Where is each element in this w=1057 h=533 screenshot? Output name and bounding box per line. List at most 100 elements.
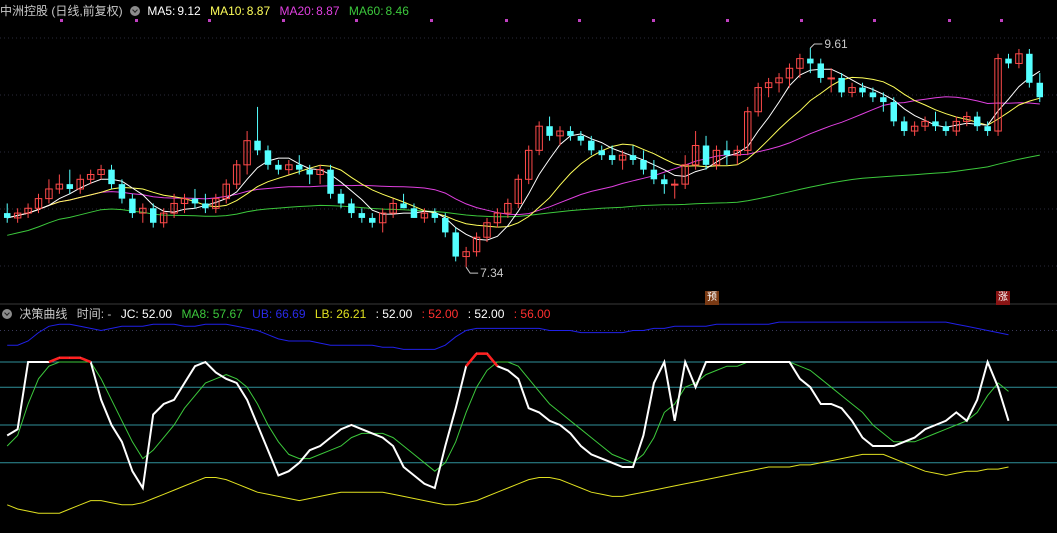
candle-body xyxy=(994,58,1002,132)
candle-body xyxy=(775,77,783,84)
candle-body xyxy=(483,222,491,238)
candle-body xyxy=(378,212,387,224)
top-marker xyxy=(208,19,211,22)
candle-body xyxy=(921,120,929,127)
value-2: : 52.00 xyxy=(421,307,459,321)
candle-body xyxy=(420,212,429,219)
ma10-line xyxy=(7,76,1040,228)
candle-body xyxy=(577,135,585,141)
candle-body xyxy=(159,212,168,224)
top-marker xyxy=(282,19,285,22)
candle-body xyxy=(535,125,543,151)
top-marker xyxy=(1000,19,1003,22)
candle-body xyxy=(296,164,303,170)
candle-body xyxy=(504,202,512,214)
candle-body xyxy=(618,154,627,161)
candle-body xyxy=(764,82,773,89)
lb-line xyxy=(7,453,1009,514)
candle-body xyxy=(180,198,189,204)
candle-body xyxy=(984,126,991,132)
ma60-line xyxy=(7,154,1040,236)
candle-body xyxy=(55,183,64,190)
candle-body xyxy=(431,213,439,218)
candle-body xyxy=(97,169,105,175)
candle-body xyxy=(150,208,157,223)
candle-body xyxy=(796,58,804,69)
top-marker xyxy=(135,19,138,22)
ma8-line xyxy=(6,361,1009,472)
candle-body xyxy=(243,140,251,166)
ma60-value: 8.46 xyxy=(385,4,409,18)
candle-body xyxy=(369,217,376,223)
candle-body xyxy=(348,203,355,214)
ma60-label: MA60: xyxy=(348,4,384,18)
high-pointer xyxy=(809,43,823,49)
candle-body xyxy=(1036,82,1044,98)
candle-body xyxy=(66,184,74,189)
candle-body xyxy=(671,183,679,186)
candle-body xyxy=(963,116,971,122)
candle-body xyxy=(629,155,637,160)
candle-body xyxy=(13,212,22,219)
candle-body xyxy=(118,184,126,199)
candle-body xyxy=(546,126,553,136)
ma5-line xyxy=(7,68,1041,241)
top-marker xyxy=(355,19,358,22)
candle-body xyxy=(556,130,564,137)
forecast-badge[interactable]: 预 xyxy=(705,291,719,305)
candle-body xyxy=(1026,53,1033,83)
candle-body xyxy=(452,232,459,257)
dropdown-toggle-icon[interactable] xyxy=(130,6,141,16)
candle-body xyxy=(389,202,397,214)
value-3: : 52.00 xyxy=(467,307,505,321)
candle-body xyxy=(598,150,605,156)
candle-body xyxy=(807,58,814,64)
candle-body xyxy=(86,173,95,180)
candle-body xyxy=(681,164,689,185)
candle-body xyxy=(608,155,616,160)
candle-body xyxy=(712,149,721,166)
top-marker xyxy=(578,19,581,22)
candle-body xyxy=(890,102,897,122)
top-marker xyxy=(873,19,876,22)
candle-body xyxy=(514,178,523,204)
candle-body xyxy=(191,198,199,204)
candle-body xyxy=(744,111,752,151)
top-marker xyxy=(430,19,433,22)
candle-body xyxy=(650,169,658,180)
ma5-value: 9.12 xyxy=(177,4,201,18)
candle-body xyxy=(462,251,470,258)
candle-body xyxy=(442,217,449,233)
candle-body xyxy=(723,150,731,156)
candle-body xyxy=(337,193,345,204)
ma8-value: MA8: 57.67 xyxy=(181,307,243,321)
bottom-panel-header: 决策曲线 时间: - JC: 52.00 MA8: 57.67 UB: 66.6… xyxy=(0,305,556,323)
candle-body xyxy=(410,208,418,218)
high-annotation: 9.61 xyxy=(824,37,848,51)
ub-line xyxy=(7,321,1009,350)
candle-body xyxy=(691,145,700,166)
jc-overbought-segment xyxy=(465,352,478,367)
dropdown-toggle-icon[interactable] xyxy=(2,309,12,319)
candle-body xyxy=(900,121,908,132)
candle-body xyxy=(932,121,939,127)
candle-body xyxy=(108,169,115,185)
candle-body xyxy=(880,97,887,103)
top-marker xyxy=(652,19,655,22)
candle-body xyxy=(827,77,835,80)
candle-body xyxy=(139,207,147,214)
candle-body xyxy=(973,116,981,127)
low-pointer xyxy=(465,266,479,274)
candle-body xyxy=(910,125,919,132)
rise-badge[interactable]: 涨 xyxy=(996,291,1010,305)
top-marker xyxy=(726,19,729,22)
candle-body xyxy=(952,120,961,132)
candle-body xyxy=(859,87,866,93)
top-marker xyxy=(948,19,951,22)
ma10-label: MA10: xyxy=(210,4,245,18)
candle-body xyxy=(754,87,762,113)
candle-body xyxy=(254,140,261,151)
candle-body xyxy=(661,179,668,185)
candle-body xyxy=(3,213,11,218)
